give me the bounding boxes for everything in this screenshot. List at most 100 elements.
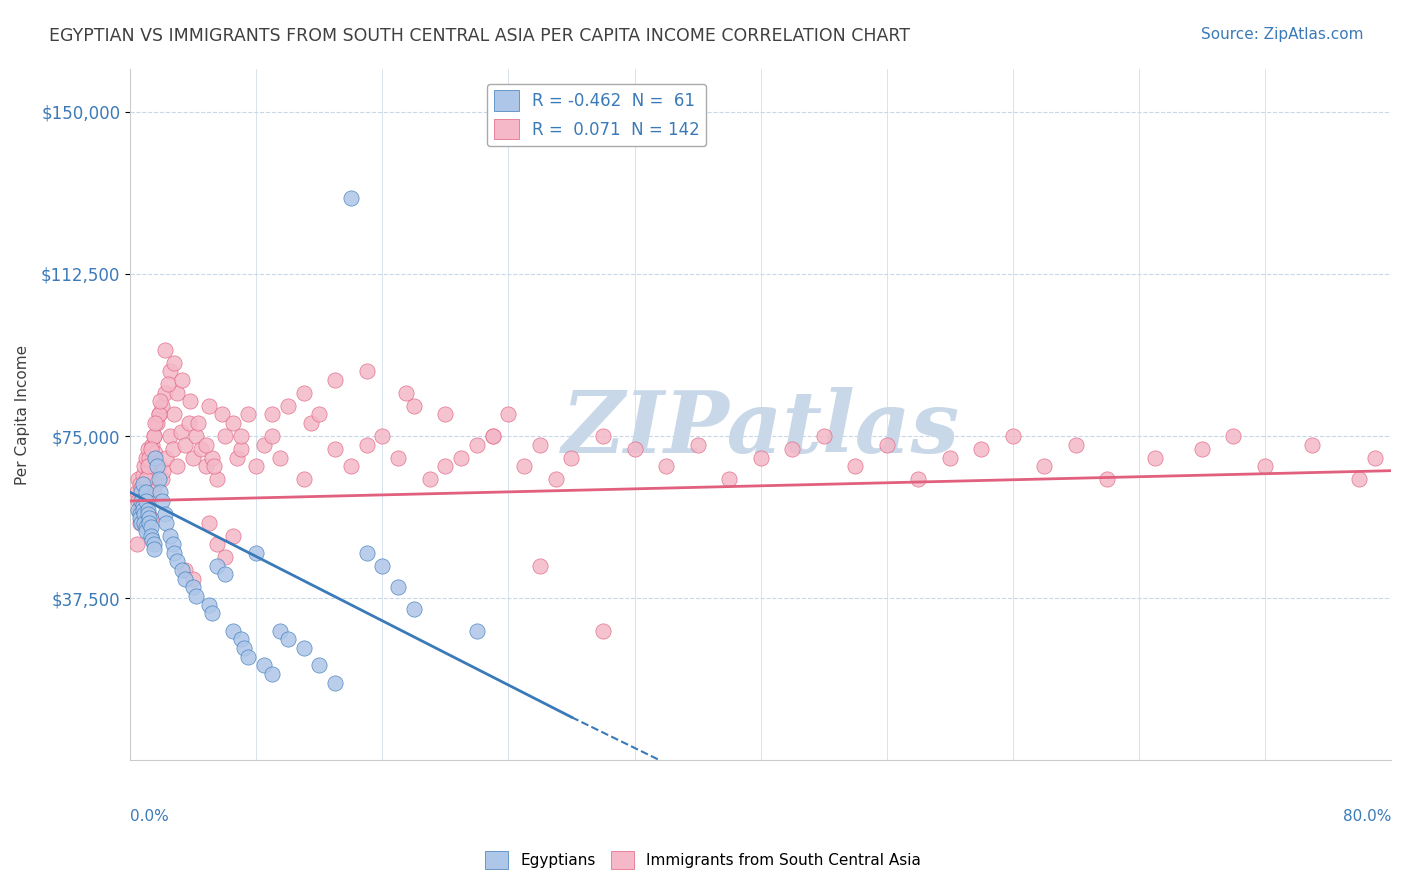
Point [371, 558, 394, 573]
Point [844, 459, 866, 474]
Point [150, 494, 173, 508]
Point [163, 546, 186, 560]
Point [138, 464, 160, 478]
Point [205, 537, 228, 551]
Legend: Egyptians, Immigrants from South Central Asia: Egyptians, Immigrants from South Central… [479, 845, 927, 875]
Point [221, 416, 243, 430]
Point [686, 438, 709, 452]
Point [718, 472, 741, 486]
Point [134, 516, 156, 530]
Point [465, 624, 488, 638]
Point [128, 516, 150, 530]
Point [194, 459, 217, 474]
Point [128, 507, 150, 521]
Point [1191, 442, 1213, 456]
Point [142, 429, 165, 443]
Point [481, 429, 503, 443]
Point [150, 472, 173, 486]
Point [135, 476, 157, 491]
Point [136, 494, 159, 508]
Point [186, 589, 208, 603]
Point [232, 640, 254, 655]
Point [395, 385, 418, 400]
Point [202, 459, 225, 474]
Point [139, 455, 162, 469]
Point [198, 516, 221, 530]
Point [148, 408, 170, 422]
Point [132, 468, 155, 483]
Point [1143, 450, 1166, 465]
Point [163, 355, 186, 369]
Point [387, 581, 409, 595]
Point [229, 442, 252, 456]
Point [148, 472, 170, 486]
Point [163, 408, 186, 422]
Point [194, 438, 217, 452]
Point [214, 567, 236, 582]
Point [529, 558, 551, 573]
Point [159, 429, 181, 443]
Point [205, 472, 228, 486]
Point [142, 481, 165, 495]
Point [136, 502, 159, 516]
Point [1033, 459, 1056, 474]
Point [142, 429, 165, 443]
Point [513, 459, 536, 474]
Point [876, 438, 898, 452]
Point [136, 459, 159, 474]
Point [813, 429, 835, 443]
Point [1364, 450, 1386, 465]
Point [221, 624, 243, 638]
Point [152, 464, 174, 478]
Point [136, 442, 159, 456]
Point [970, 442, 993, 456]
Point [402, 602, 425, 616]
Point [129, 485, 152, 500]
Point [371, 429, 394, 443]
Point [260, 408, 283, 422]
Point [481, 429, 503, 443]
Point [127, 502, 149, 516]
Text: 0.0%: 0.0% [131, 809, 169, 824]
Point [179, 394, 201, 409]
Point [128, 511, 150, 525]
Point [139, 511, 162, 525]
Point [1064, 438, 1087, 452]
Point [655, 459, 678, 474]
Point [245, 459, 267, 474]
Point [340, 191, 363, 205]
Point [157, 377, 180, 392]
Point [148, 408, 170, 422]
Point [135, 450, 157, 465]
Point [129, 481, 152, 495]
Point [129, 498, 152, 512]
Point [592, 429, 614, 443]
Point [135, 524, 157, 539]
Point [229, 632, 252, 647]
Point [166, 385, 188, 400]
Point [138, 472, 160, 486]
Point [162, 537, 184, 551]
Point [1001, 429, 1024, 443]
Point [141, 533, 163, 547]
Point [155, 450, 177, 465]
Point [166, 554, 188, 568]
Point [226, 450, 249, 465]
Point [356, 438, 378, 452]
Point [145, 446, 167, 460]
Point [211, 408, 233, 422]
Point [159, 528, 181, 542]
Point [172, 563, 194, 577]
Point [292, 385, 315, 400]
Point [153, 343, 176, 357]
Point [292, 472, 315, 486]
Point [187, 416, 209, 430]
Point [907, 472, 929, 486]
Point [1097, 472, 1119, 486]
Point [142, 541, 165, 556]
Point [145, 476, 167, 491]
Point [749, 450, 772, 465]
Point [269, 450, 291, 465]
Point [135, 494, 157, 508]
Point [387, 450, 409, 465]
